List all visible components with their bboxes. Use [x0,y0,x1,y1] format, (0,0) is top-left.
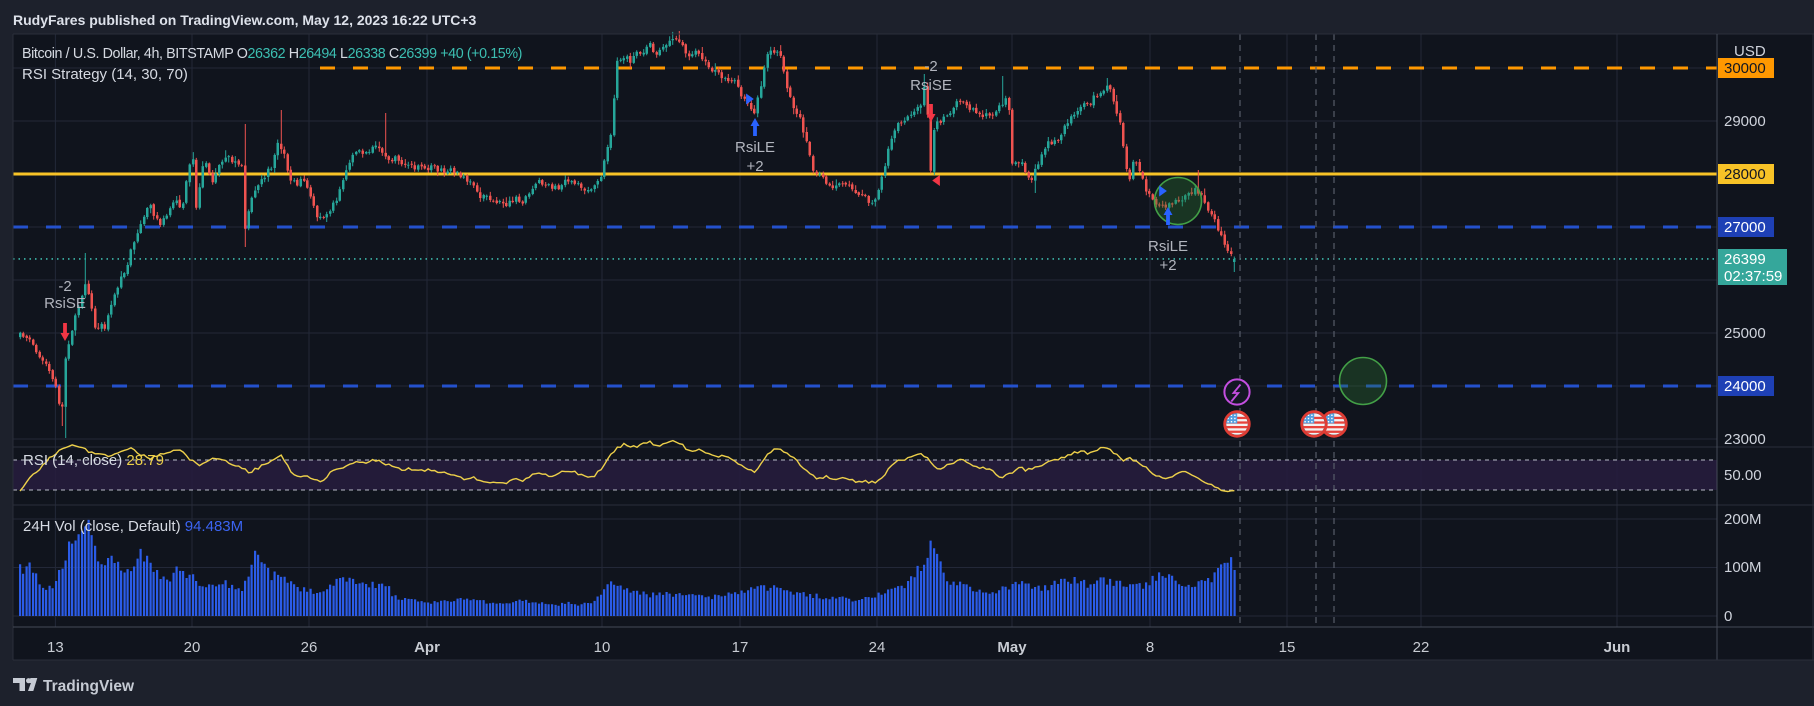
svg-text:30000: 30000 [1724,60,1766,77]
svg-text:-2: -2 [924,58,937,75]
svg-text:26: 26 [301,639,318,656]
svg-text:10: 10 [594,639,611,656]
svg-text:23000: 23000 [1724,431,1766,448]
svg-text:RsiLE: RsiLE [1148,238,1188,255]
svg-text:May: May [997,639,1027,656]
svg-text:13: 13 [47,639,64,656]
svg-text:RSI Strategy (14, 30, 70): RSI Strategy (14, 30, 70) [22,66,188,83]
svg-text:Bitcoin / U.S. Dollar, 4h, BIT: Bitcoin / U.S. Dollar, 4h, BITSTAMP O263… [22,46,522,62]
svg-text:RsiSE: RsiSE [44,295,86,312]
svg-text:RsiSE: RsiSE [910,77,952,94]
svg-text:27000: 27000 [1724,219,1766,236]
svg-text:0: 0 [1724,608,1732,625]
svg-text:50.00: 50.00 [1724,467,1762,484]
svg-text:8: 8 [1146,639,1154,656]
svg-text:24: 24 [869,639,886,656]
svg-text:200M: 200M [1724,511,1762,528]
svg-text:TradingView: TradingView [43,678,135,695]
svg-text:02:37:59: 02:37:59 [1724,268,1782,285]
svg-text:29000: 29000 [1724,113,1766,130]
svg-text:100M: 100M [1724,559,1762,576]
svg-text:Jun: Jun [1604,639,1631,656]
svg-text:Apr: Apr [414,639,440,656]
svg-text:RsiLE: RsiLE [735,139,775,156]
svg-text:24H Vol (close, Default) 94.4: 24H Vol (close, Default) 94.483M [23,518,243,535]
svg-text:RudyFares published on Trading: RudyFares published on TradingView.com, … [13,12,477,28]
svg-text:15: 15 [1279,639,1296,656]
svg-text:22: 22 [1413,639,1430,656]
svg-text:+2: +2 [1159,257,1176,274]
svg-text:24000: 24000 [1724,378,1766,395]
svg-text:USD: USD [1734,43,1766,60]
svg-text:26399: 26399 [1724,251,1766,268]
svg-text:RSI (14, close) 28.79: RSI (14, close) 28.79 [23,452,164,469]
svg-text:28000: 28000 [1724,166,1766,183]
svg-text:20: 20 [184,639,201,656]
svg-text:25000: 25000 [1724,325,1766,342]
svg-text:+2: +2 [746,158,763,175]
svg-text:-2: -2 [58,278,71,295]
svg-text:17: 17 [732,639,749,656]
